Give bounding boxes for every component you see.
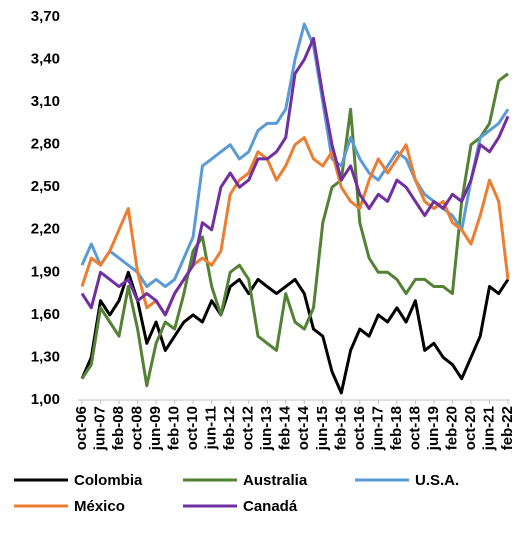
- x-tick-label: jun-07: [91, 406, 108, 451]
- legend-label: Colombia: [74, 472, 143, 489]
- x-tick-label: oct-06: [73, 406, 90, 450]
- legend-label: U.S.A.: [415, 472, 459, 489]
- y-tick-label: 3,70: [31, 8, 60, 25]
- x-tick-label: jun-19: [425, 406, 442, 451]
- y-tick-label: 1,00: [31, 391, 60, 408]
- series-line: [80, 270, 510, 395]
- x-tick-label: feb-12: [221, 406, 238, 450]
- x-tick-label: oct-20: [462, 406, 479, 450]
- x-tick-label: feb-08: [110, 406, 127, 450]
- legend-label: Australia: [243, 472, 308, 489]
- x-tick-label: feb-10: [166, 406, 183, 450]
- x-tick-label: jun-09: [147, 406, 164, 451]
- x-tick-label: oct-12: [240, 406, 257, 450]
- legend-label: México: [74, 498, 125, 515]
- series-line: [80, 36, 510, 317]
- x-tick-label: feb-18: [388, 406, 405, 450]
- x-tick-label: oct-16: [351, 406, 368, 450]
- y-tick-label: 2,80: [31, 136, 60, 153]
- x-tick-label: feb-14: [277, 405, 294, 450]
- legend-label: Canadá: [243, 498, 298, 515]
- y-tick-label: 2,50: [31, 178, 60, 195]
- y-tick-label: 2,20: [31, 221, 60, 238]
- x-tick-label: jun-15: [314, 406, 331, 451]
- x-tick-label: oct-18: [406, 406, 423, 450]
- y-tick-label: 3,10: [31, 93, 60, 110]
- x-tick-label: jun-11: [203, 406, 220, 450]
- y-tick-label: 1,90: [31, 263, 60, 280]
- x-tick-label: feb-16: [332, 406, 349, 450]
- x-tick-label: feb-22: [499, 406, 516, 450]
- y-tick-label: 1,60: [31, 306, 60, 323]
- x-tick-label: feb-20: [443, 406, 460, 450]
- series-line: [80, 72, 509, 388]
- x-tick-label: jun-21: [480, 406, 497, 451]
- series-line: [80, 22, 510, 288]
- x-tick-label: oct-14: [295, 405, 312, 450]
- y-tick-label: 3,40: [31, 51, 60, 68]
- x-tick-label: jun-17: [369, 406, 386, 451]
- y-tick-label: 1,30: [31, 348, 60, 365]
- x-tick-label: oct-08: [129, 406, 146, 450]
- x-tick-label: jun-13: [258, 406, 275, 451]
- x-tick-label: oct-10: [184, 406, 201, 450]
- series-line: [80, 136, 510, 317]
